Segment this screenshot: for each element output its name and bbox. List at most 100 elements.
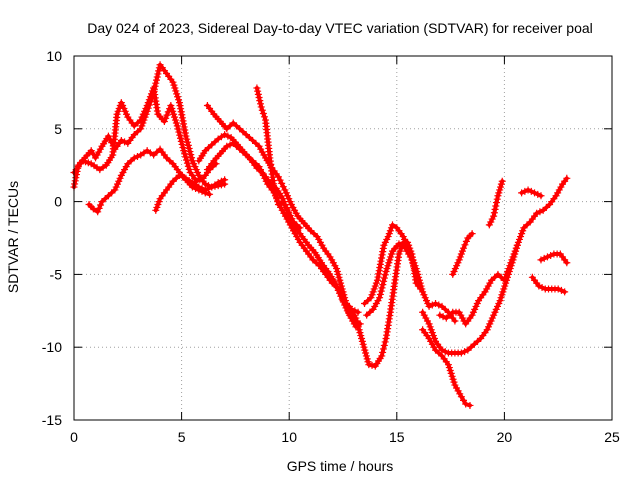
data-point-fill bbox=[380, 274, 388, 282]
data-point bbox=[490, 212, 498, 220]
data-point-fill bbox=[163, 111, 171, 119]
data-point-fill bbox=[557, 286, 565, 294]
x-tick-label: 0 bbox=[70, 429, 78, 445]
data-point-fill bbox=[185, 144, 193, 152]
data-point-fill bbox=[183, 135, 191, 143]
data-point-fill bbox=[493, 199, 501, 207]
data-point-fill bbox=[185, 165, 193, 173]
data-point-fill bbox=[181, 150, 189, 158]
data-point-fill bbox=[273, 194, 281, 202]
x-tick-label: 15 bbox=[389, 429, 405, 445]
data-point bbox=[253, 84, 261, 92]
data-point-fill bbox=[276, 176, 284, 184]
data-point-fill bbox=[179, 173, 187, 181]
data-point-fill bbox=[380, 341, 388, 349]
data-point-fill bbox=[183, 156, 191, 164]
data-point-fill bbox=[379, 348, 387, 356]
data-point bbox=[274, 201, 282, 209]
data-point-fill bbox=[278, 179, 286, 187]
data-point bbox=[296, 224, 304, 232]
data-point-fill bbox=[257, 100, 265, 108]
data-point-fill bbox=[174, 125, 182, 133]
data-point-fill bbox=[154, 70, 162, 78]
data-point bbox=[182, 132, 190, 140]
data-point-fill bbox=[378, 284, 386, 292]
data-point-fill bbox=[184, 138, 192, 146]
data-point-fill bbox=[255, 93, 263, 101]
series-track-k bbox=[363, 240, 420, 319]
data-point bbox=[412, 270, 420, 278]
data-point bbox=[257, 103, 265, 111]
data-point bbox=[180, 147, 188, 155]
data-point-fill bbox=[527, 187, 535, 195]
series-track-d bbox=[152, 171, 229, 214]
data-point bbox=[104, 132, 112, 140]
data-point-fill bbox=[460, 396, 468, 404]
data-point bbox=[462, 400, 470, 408]
x-tick-label: 5 bbox=[178, 429, 186, 445]
data-point bbox=[561, 288, 569, 296]
data-point bbox=[388, 221, 396, 229]
data-point bbox=[460, 244, 468, 252]
y-tick-label: 5 bbox=[54, 121, 62, 137]
data-point-fill bbox=[179, 144, 187, 152]
series-track-h bbox=[253, 84, 304, 232]
chart-title: Day 024 of 2023, Sidereal Day-to-day VTE… bbox=[87, 20, 593, 36]
data-point-fill bbox=[461, 241, 469, 249]
series-track-s bbox=[537, 250, 571, 267]
data-point-fill bbox=[226, 141, 234, 149]
data-point-fill bbox=[95, 204, 103, 212]
data-point bbox=[206, 190, 214, 198]
data-point-fill bbox=[254, 87, 262, 95]
series-track-l bbox=[419, 326, 474, 409]
data-point bbox=[94, 208, 102, 216]
y-tick-label: -10 bbox=[42, 339, 62, 355]
data-point-fill bbox=[162, 114, 170, 122]
data-point bbox=[457, 393, 465, 401]
data-point bbox=[160, 118, 168, 126]
data-point-fill bbox=[435, 301, 443, 309]
data-point-fill bbox=[281, 201, 289, 209]
data-point-fill bbox=[97, 201, 105, 209]
data-point-fill bbox=[187, 151, 195, 159]
data-point-fill bbox=[186, 148, 194, 156]
data-point bbox=[432, 300, 440, 308]
data-point-fill bbox=[381, 271, 389, 279]
data-point-fill bbox=[177, 137, 185, 145]
data-point-fill bbox=[462, 237, 470, 245]
data-point-fill bbox=[492, 202, 500, 210]
x-axis-label: GPS time / hours bbox=[287, 458, 394, 474]
data-point bbox=[466, 401, 474, 409]
x-tick-label: 25 bbox=[604, 429, 620, 445]
data-point-fill bbox=[534, 190, 542, 198]
data-point bbox=[279, 198, 287, 206]
data-point-fill bbox=[461, 348, 469, 356]
y-tick-label: -5 bbox=[50, 266, 63, 282]
data-point-fill bbox=[188, 154, 196, 162]
data-point bbox=[221, 176, 229, 184]
data-point-fill bbox=[376, 290, 384, 298]
data-point-fill bbox=[272, 190, 280, 198]
data-point bbox=[438, 346, 446, 354]
data-point-fill bbox=[279, 183, 287, 191]
data-point bbox=[223, 142, 231, 150]
data-point bbox=[543, 253, 551, 261]
data-point-fill bbox=[205, 184, 212, 192]
series-track-r bbox=[528, 273, 569, 296]
data-point bbox=[451, 317, 459, 325]
series-track-p bbox=[485, 177, 506, 229]
data-point-fill bbox=[153, 73, 161, 81]
data-point-fill bbox=[258, 106, 266, 114]
data-point-fill bbox=[183, 159, 191, 167]
data-point-fill bbox=[177, 134, 185, 142]
y-axis-label: SDTVAR / TECUs bbox=[5, 181, 21, 293]
data-point-fill bbox=[285, 208, 293, 216]
data-point bbox=[498, 177, 506, 185]
data-point bbox=[531, 189, 539, 197]
data-point bbox=[537, 192, 545, 200]
y-tick-label: 10 bbox=[46, 48, 62, 64]
data-point-fill bbox=[89, 150, 97, 158]
data-point bbox=[533, 209, 541, 217]
data-point-fill bbox=[368, 361, 376, 369]
